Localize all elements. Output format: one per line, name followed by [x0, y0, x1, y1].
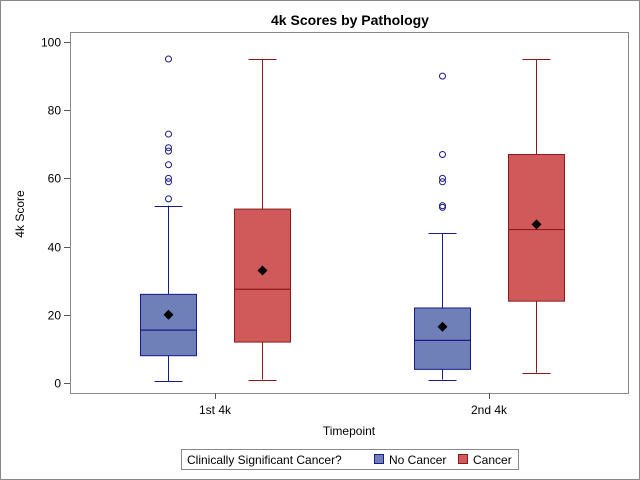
legend-swatch-cancer	[458, 454, 468, 464]
plot-area	[70, 32, 629, 394]
legend: Clinically Significant Cancer? No Cancer…	[181, 449, 519, 470]
legend-swatch-no-cancer	[374, 454, 384, 464]
outlier-point	[439, 72, 446, 80]
outlier-point	[165, 130, 172, 138]
chart-title: 4k Scores by Pathology	[271, 12, 429, 28]
x-tick-label: 2nd 4k	[471, 403, 508, 417]
box-iqr	[414, 307, 471, 370]
y-tick-label: 40	[48, 241, 62, 255]
box-group	[234, 59, 291, 381]
y-tick-label: 0	[54, 377, 61, 391]
outlier-point	[439, 178, 446, 186]
y-axis-label: 4k Score	[13, 190, 27, 238]
mean-marker	[437, 321, 448, 332]
box-group	[414, 72, 471, 381]
outlier-point	[165, 144, 172, 152]
outlier-point	[165, 147, 172, 155]
legend-label-cancer: Cancer	[473, 453, 512, 467]
y-axis: 0 20 40 60 80 100	[41, 36, 70, 391]
outlier-point	[439, 151, 446, 159]
legend-title: Clinically Significant Cancer?	[187, 453, 342, 467]
outlier-point	[165, 55, 172, 63]
y-tick-label: 60	[48, 172, 62, 186]
mean-marker	[163, 309, 174, 320]
box-plots	[140, 55, 565, 382]
outlier-point	[165, 178, 172, 186]
x-axis: 1st 4k 2nd 4k	[199, 393, 508, 417]
outlier-point	[165, 174, 172, 182]
outlier-point	[439, 202, 446, 210]
box-group	[508, 59, 565, 374]
y-tick-label: 20	[48, 309, 62, 323]
mean-marker	[531, 219, 542, 230]
y-tick-label: 100	[41, 36, 61, 50]
y-tick-label: 80	[48, 104, 62, 118]
box-iqr	[140, 293, 197, 357]
legend-frame	[181, 449, 519, 470]
x-tick-label: 1st 4k	[199, 403, 232, 417]
box-group	[140, 55, 197, 382]
box-iqr	[234, 208, 291, 343]
x-axis-label: Timepoint	[323, 424, 376, 438]
outlier-point	[165, 195, 172, 203]
outlier-point	[165, 161, 172, 169]
legend-label-no-cancer: No Cancer	[389, 453, 446, 467]
outlier-point	[439, 174, 446, 182]
mean-marker	[257, 265, 268, 276]
